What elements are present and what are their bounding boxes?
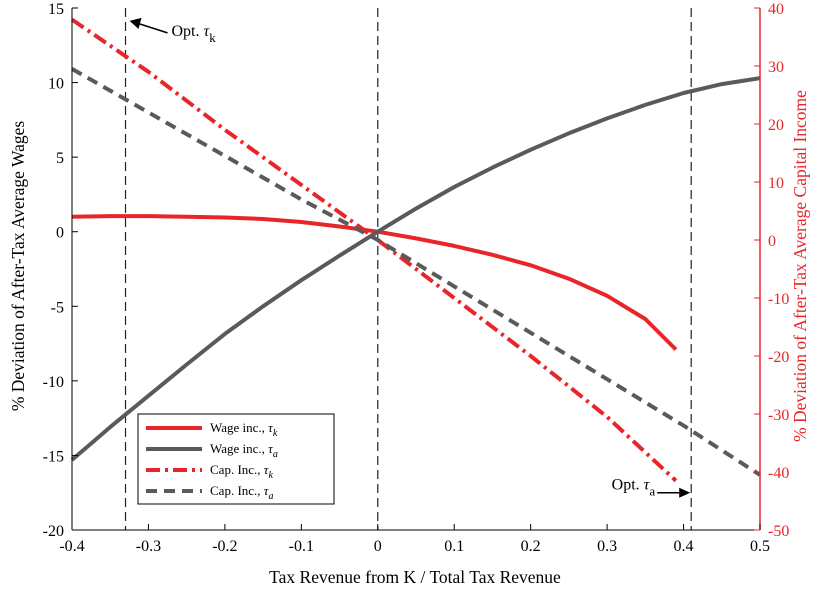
legend-label-0: Wage inc., τk [210, 420, 278, 439]
left-y-tick-label: -20 [43, 523, 64, 540]
annotation-label-0: Opt. τk [172, 23, 217, 45]
right-y-tick-label: 20 [768, 117, 784, 134]
series-line-2 [70, 17, 678, 483]
left-y-tick-label: 0 [56, 225, 64, 242]
left-y-tick-label: 5 [56, 150, 64, 167]
left-y-tick-label: -5 [51, 299, 64, 316]
x-axis-title: Tax Revenue from K / Total Tax Revenue [269, 567, 561, 587]
x-tick-label: 0.2 [521, 538, 541, 555]
right-y-axis-title: % Deviation of After-Tax Average Capital… [790, 90, 810, 442]
series-line-3 [71, 67, 762, 477]
x-axis-ticks: -0.4 -0.3 -0.2 -0.1 0 0.1 0.2 0.3 0.4 0.5 [59, 524, 770, 555]
optimum-annotations: Opt. τk Opt. τa [129, 17, 691, 499]
right-y-tick-label: -20 [768, 349, 789, 366]
x-tick-label: -0.2 [212, 538, 237, 555]
x-tick-label: -0.1 [289, 538, 314, 555]
right-y-tick-label: 10 [768, 175, 784, 192]
legend-label-3: Cap. Inc., τa [210, 483, 273, 502]
right-y-tick-label: -40 [768, 465, 789, 482]
left-y-tick-label: 10 [48, 76, 64, 93]
x-tick-label: 0.3 [597, 538, 617, 555]
left-y-axis-ticks: -20 -15 -10 -5 0 5 10 15 [43, 1, 78, 540]
annotation-label-1: Opt. τa [612, 477, 656, 499]
right-y-tick-label: -30 [768, 407, 789, 424]
x-tick-label: -0.3 [136, 538, 161, 555]
annotation-arrow-line [139, 23, 168, 34]
x-tick-label: -0.4 [59, 538, 84, 555]
series-line-1 [70, 76, 761, 462]
annotation-arrow-head [679, 487, 691, 498]
right-y-tick-label: 40 [768, 1, 784, 18]
legend-label-2: Cap. Inc., τk [210, 462, 273, 481]
legend-label-1: Wage inc., τa [210, 441, 278, 460]
right-y-tick-label: 30 [768, 59, 784, 76]
right-y-tick-label: -10 [768, 291, 789, 308]
series-lines [70, 17, 762, 483]
x-tick-label: 0.5 [750, 538, 770, 555]
left-y-tick-label: -10 [43, 374, 64, 391]
left-y-tick-label: -15 [43, 448, 64, 465]
right-y-tick-label: -50 [768, 523, 789, 540]
x-tick-label: 0 [374, 538, 382, 555]
x-tick-label: 0.1 [444, 538, 464, 555]
legend: Wage inc., τk Wage inc., τa Cap. Inc., τk C… [137, 413, 335, 505]
plot-axes [71, 8, 761, 531]
annotation-arrow-head [129, 17, 142, 29]
vertical-reference-lines [124, 8, 692, 530]
x-tick-label: 0.4 [674, 538, 694, 555]
right-y-axis-ticks: -50 -40 -30 -20 -10 0 10 20 30 40 [754, 1, 789, 540]
left-y-axis-title: % Deviation of After-Tax Average Wages [8, 121, 28, 412]
left-y-tick-label: 15 [48, 1, 64, 18]
right-y-tick-label: 0 [768, 233, 776, 250]
